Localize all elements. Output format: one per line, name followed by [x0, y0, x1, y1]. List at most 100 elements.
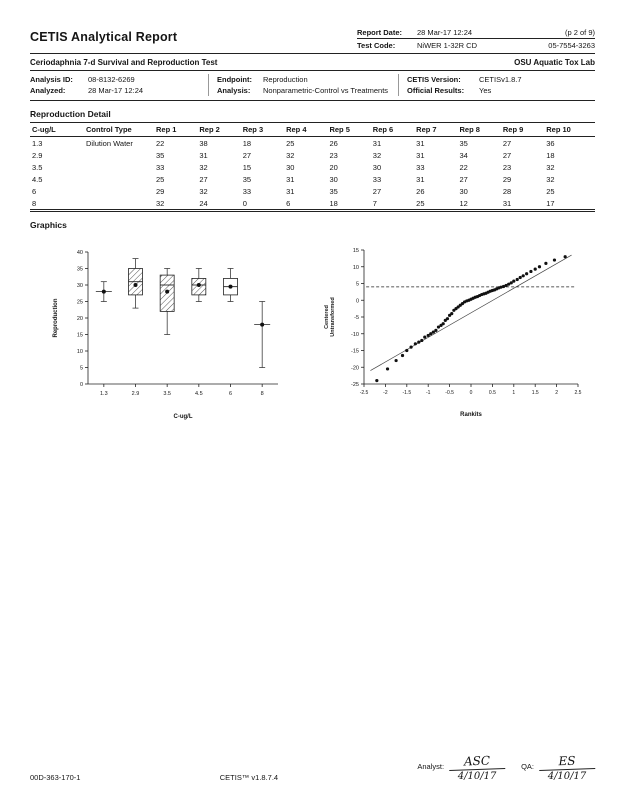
header-rule — [30, 53, 595, 54]
table-cell: 32 — [546, 174, 555, 184]
svg-text:1: 1 — [512, 390, 515, 396]
table-cell: 18 — [329, 198, 338, 208]
table-cell: 24 — [199, 198, 208, 208]
table-cell: 35 — [156, 150, 165, 160]
table-cell: 31 — [416, 150, 425, 160]
official-results-value: Yes — [479, 86, 492, 95]
table-cell: 15 — [242, 162, 252, 172]
table-cell: 23 — [329, 150, 338, 160]
column-header: Rep 10 — [544, 122, 595, 137]
table-cell: 4.5 — [32, 174, 43, 184]
table-row: 6 29 32 33 31 35 27 26 30 28 25 — [30, 185, 595, 197]
table-cell: 30 — [329, 174, 338, 184]
table-cell: 20 — [329, 162, 338, 172]
table-cell: 25 — [416, 198, 425, 208]
table-cell: 27 — [242, 150, 252, 160]
cetis-version-label: CETIS Version: — [407, 75, 461, 84]
table-cell: 31 — [286, 186, 295, 196]
table-row: 3.5 33 32 15 30 20 30 33 22 23 32 — [30, 161, 595, 173]
table-cell: 29 — [502, 174, 512, 184]
analysis-label: Analysis: — [217, 86, 251, 95]
table-cell: 1.3 — [32, 138, 43, 148]
column-header: C-ug/L — [30, 122, 84, 137]
column-header: Rep 8 — [457, 122, 501, 137]
table-cell — [84, 161, 154, 173]
svg-text:2.9: 2.9 — [132, 391, 140, 397]
svg-text:-5: -5 — [354, 315, 359, 321]
table-cell — [84, 173, 154, 185]
table-cell: 32 — [156, 198, 165, 208]
endpoint-value: Reproduction — [263, 75, 308, 84]
svg-text:15: 15 — [353, 248, 359, 254]
table-cell: 29 — [156, 186, 165, 196]
table-cell: 35 — [459, 138, 468, 148]
svg-text:25: 25 — [77, 300, 83, 306]
table-cell: 31 — [199, 150, 208, 160]
table-cell: 22 — [459, 162, 468, 172]
table-cell: 32 — [199, 162, 208, 172]
table-cell — [84, 149, 154, 161]
svg-text:-1.5: -1.5 — [402, 390, 411, 396]
column-header: Rep 3 — [240, 122, 285, 137]
table-cell: 2.9 — [32, 150, 43, 160]
table-row: 1.3 Dilution Water 22 38 18 25 26 31 31 35 27 36 — [30, 137, 595, 150]
table-cell: 30 — [286, 162, 295, 172]
analysis-id-value: 08-8132-6269 — [88, 75, 135, 84]
table-cell: 33 — [156, 162, 165, 172]
graphics-title: Graphics — [30, 220, 67, 230]
svg-text:6: 6 — [229, 391, 232, 397]
report-date-value: 28 Mar-17 12:24 — [417, 27, 473, 37]
table-cell: 22 — [156, 138, 165, 148]
column-header: Rep 1 — [154, 122, 198, 137]
table-cell: 26 — [416, 186, 425, 196]
repro-table-body: 1.3 Dilution Water 22 38 18 25 26 31 31 35 27 36 2.9… — [30, 137, 595, 211]
table-cell: 23 — [502, 162, 512, 172]
lab-name: OSU Aquatic Tox Lab — [514, 58, 595, 67]
svg-text:2.5: 2.5 — [575, 390, 582, 396]
table-cell: 32 — [372, 150, 382, 160]
table-cell: 7 — [372, 198, 377, 208]
table-cell: 30 — [459, 186, 468, 196]
column-header: Rep 6 — [370, 122, 415, 137]
svg-text:-10: -10 — [351, 332, 359, 338]
svg-text:3.5: 3.5 — [163, 391, 171, 397]
svg-text:-25: -25 — [351, 382, 359, 388]
table-cell — [84, 197, 154, 211]
column-header: Control Type — [84, 122, 154, 137]
svg-text:40: 40 — [77, 250, 83, 256]
reproduction-boxplot: 0 5 10 15 20 25 30 35 40 1.3 2.9 3.5 4.5 6 8 C-ug/L Repr… — [48, 242, 288, 427]
table-cell: 33 — [242, 186, 252, 196]
svg-text:15: 15 — [77, 333, 83, 339]
report-date-row: Report Date: 28 Mar-17 12:24 (p 2 of 9) — [357, 26, 595, 39]
analysis-value: Nonparametric-Control vs Treatments — [263, 86, 389, 95]
svg-text:5: 5 — [80, 366, 83, 372]
app-version: CETIS™ v1.8.7.4 — [219, 773, 279, 782]
header-meta: Report Date: 28 Mar-17 12:24 (p 2 of 9) … — [357, 26, 595, 51]
qq-plot: -25 -20 -15 -10 -5 0 5 10 15 -2.5 -2 -1.5 -1 -0.5 0 0.5… — [322, 242, 587, 427]
svg-text:8: 8 — [261, 391, 264, 397]
svg-text:C-ug/L: C-ug/L — [174, 414, 193, 420]
doc-id: 00D-363-170-1 — [30, 773, 81, 782]
analysis-info-col-2: Endpoint: Reproduction Analysis: Nonpara… — [208, 74, 398, 96]
table-cell: 3.5 — [32, 162, 43, 172]
svg-text:-2.5: -2.5 — [360, 390, 369, 396]
analyzed-label: Analyzed: — [30, 86, 66, 95]
svg-text:1.3: 1.3 — [100, 391, 108, 397]
table-cell: 31 — [372, 138, 382, 148]
qa-label: QA: — [521, 762, 534, 771]
table-cell: 36 — [546, 138, 555, 148]
repro-table-head-row: C-ug/L Control Type Rep 1 Rep 2 Rep 3 Rep 4 Re… — [30, 122, 595, 137]
table-cell: 25 — [546, 186, 555, 196]
table-cell: 34 — [459, 150, 468, 160]
table-cell: 8 — [32, 198, 37, 208]
table-cell: 25 — [156, 174, 165, 184]
test-name: Ceriodaphnia 7-d Survival and Reproducti… — [30, 58, 218, 67]
qq-svg: -25 -20 -15 -10 -5 0 5 10 15 -2.5 -2 -1.5 -1 -0.5 0 0.5… — [324, 248, 582, 418]
endpoint-label: Endpoint: — [217, 75, 252, 84]
svg-text:0: 0 — [470, 390, 473, 396]
table-cell: 32 — [546, 162, 555, 172]
qa-signature: ES 4/10/17 — [538, 753, 596, 782]
table-cell: 17 — [546, 198, 555, 208]
analyst-signature-name: ASC — [448, 753, 506, 771]
